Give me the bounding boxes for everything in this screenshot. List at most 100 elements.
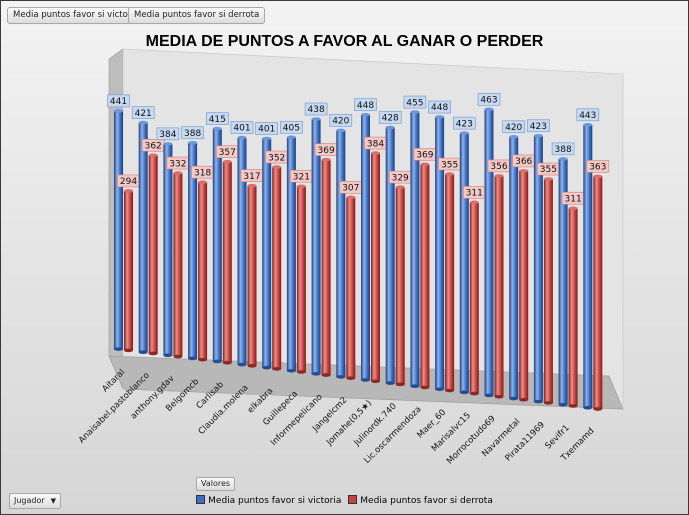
data-label-derrota-6: 352	[268, 153, 285, 163]
bar-derrota-6[interactable]	[272, 167, 282, 369]
data-label-victoria-11: 428	[382, 114, 399, 124]
bar-derrota-14[interactable]	[469, 202, 479, 394]
bar-cap-victoria-12	[410, 110, 420, 114]
bar-derrota-9[interactable]	[346, 197, 356, 379]
bar-base-victoria-0	[114, 347, 123, 351]
bar-derrota-12[interactable]	[420, 164, 430, 388]
bar-cap-victoria-14	[459, 131, 469, 135]
bar-derrota-0[interactable]	[124, 190, 133, 351]
jugador-dropdown[interactable]: Jugador ▼	[9, 493, 62, 509]
data-label-derrota-16: 366	[515, 157, 532, 167]
bar-cap-derrota-5	[247, 183, 257, 188]
data-label-derrota-7: 321	[293, 172, 310, 182]
bar-base-derrota-10	[371, 379, 380, 384]
bar-base-victoria-13	[435, 387, 445, 392]
data-label-box-victoria-6	[255, 122, 278, 135]
bar-base-victoria-6	[262, 365, 272, 370]
data-label-box-victoria-1	[131, 106, 155, 119]
data-label-derrota-1: 362	[145, 141, 162, 151]
bar-victoria-10[interactable]	[361, 114, 370, 380]
bar-derrota-1[interactable]	[148, 155, 158, 354]
data-label-victoria-19: 443	[579, 111, 596, 121]
data-label-victoria-6: 401	[258, 125, 275, 135]
chart-title: MEDIA DE PUNTOS A FAVOR AL GANAR O PERDE…	[145, 33, 544, 50]
bar-cap-derrota-2	[173, 171, 183, 175]
data-label-victoria-1: 421	[135, 109, 152, 119]
legend-item-victoria: Media puntos favor si victoria	[196, 495, 341, 506]
bar-base-victoria-17	[533, 399, 543, 404]
bar-cap-derrota-11	[395, 185, 405, 189]
bar-victoria-14[interactable]	[459, 133, 469, 393]
bar-victoria-6[interactable]	[262, 138, 272, 368]
data-label-victoria-8: 438	[308, 105, 325, 115]
bar-victoria-16[interactable]	[509, 136, 519, 399]
bar-derrota-5[interactable]	[247, 185, 257, 366]
bar-derrota-4[interactable]	[222, 161, 232, 363]
data-label-box-victoria-0	[107, 94, 130, 108]
field-button-derrota[interactable]: Media puntos favor si derrota	[128, 7, 266, 24]
bar-cap-victoria-18	[558, 157, 568, 161]
data-label-derrota-3: 318	[194, 168, 211, 178]
bar-victoria-3[interactable]	[188, 142, 198, 359]
bar-base-derrota-9	[346, 376, 356, 380]
bar-victoria-17[interactable]	[533, 135, 543, 402]
bar-base-derrota-13	[445, 388, 455, 393]
bar-victoria-19[interactable]	[583, 124, 593, 408]
data-label-derrota-10: 384	[367, 139, 384, 149]
bar-cap-victoria-7	[286, 135, 296, 140]
bar-victoria-1[interactable]	[138, 122, 148, 353]
bar-base-derrota-8	[321, 373, 331, 377]
bar-derrota-17[interactable]	[543, 179, 553, 403]
bar-base-victoria-3	[188, 356, 198, 361]
bar-derrota-7[interactable]	[296, 186, 306, 372]
data-label-box-victoria-9	[329, 114, 353, 127]
bar-base-victoria-1	[138, 350, 148, 355]
data-label-box-victoria-15	[477, 92, 501, 106]
bar-base-derrota-19	[593, 407, 603, 411]
bar-derrota-16[interactable]	[519, 170, 529, 400]
bar-base-derrota-4	[222, 360, 232, 365]
data-label-box-victoria-19	[576, 108, 600, 122]
bar-cap-victoria-10	[361, 112, 370, 117]
bar-cap-victoria-6	[262, 136, 272, 141]
data-label-derrota-11: 329	[392, 173, 409, 183]
bar-victoria-8[interactable]	[311, 119, 321, 374]
bar-base-derrota-15	[494, 394, 504, 399]
bar-victoria-9[interactable]	[336, 130, 346, 377]
bar-victoria-12[interactable]	[410, 112, 420, 387]
bar-derrota-13[interactable]	[445, 174, 455, 391]
bar-derrota-2[interactable]	[173, 173, 183, 357]
data-label-derrota-17: 355	[540, 165, 557, 175]
bar-victoria-4[interactable]	[212, 128, 222, 362]
bar-base-victoria-16	[509, 396, 519, 401]
bar-derrota-3[interactable]	[198, 182, 208, 360]
bar-derrota-18[interactable]	[568, 208, 578, 406]
bar-base-victoria-11	[385, 381, 395, 385]
bar-base-victoria-14	[459, 390, 469, 395]
data-label-derrota-18: 311	[565, 194, 582, 204]
data-label-derrota-0: 294	[120, 177, 137, 187]
data-label-victoria-7: 405	[283, 123, 300, 133]
bar-derrota-10[interactable]	[371, 153, 380, 382]
bar-cap-derrota-7	[296, 184, 306, 189]
bar-victoria-11[interactable]	[385, 127, 395, 384]
bar-derrota-19[interactable]	[593, 176, 603, 410]
bar-derrota-15[interactable]	[494, 175, 504, 397]
bar-victoria-13[interactable]	[435, 117, 445, 390]
data-label-victoria-12: 455	[406, 98, 423, 108]
valores-button[interactable]: Valores	[196, 477, 236, 491]
bar-victoria-15[interactable]	[484, 109, 494, 396]
bar-victoria-2[interactable]	[163, 143, 173, 356]
bar-base-victoria-2	[163, 353, 173, 358]
bar-victoria-7[interactable]	[286, 137, 296, 371]
bar-victoria-0[interactable]	[114, 110, 123, 350]
bar-derrota-8[interactable]	[321, 159, 331, 376]
bar-victoria-18[interactable]	[558, 158, 568, 405]
bar-derrota-11[interactable]	[395, 187, 405, 385]
data-label-victoria-9: 420	[332, 117, 349, 127]
legend-swatch-derrota	[348, 495, 358, 504]
bar-base-derrota-11	[395, 382, 405, 387]
bar-base-victoria-7	[286, 368, 296, 373]
bar-victoria-5[interactable]	[237, 137, 247, 365]
bar-cap-victoria-0	[114, 109, 123, 113]
